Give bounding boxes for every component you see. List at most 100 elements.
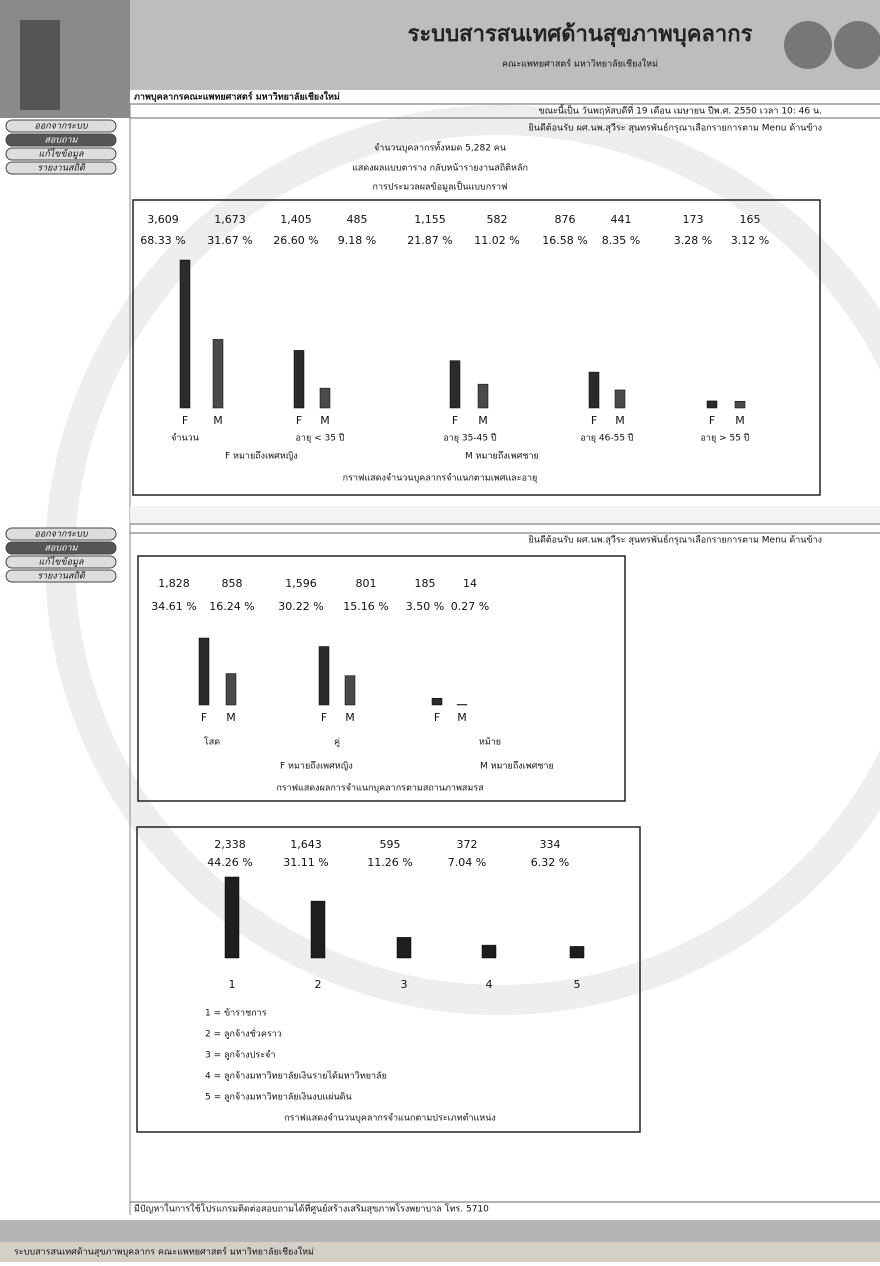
category-label: 5	[574, 978, 581, 991]
category-label: 2	[315, 978, 322, 991]
scrollbar[interactable]	[0, 1220, 880, 1242]
menu-button[interactable]	[5, 161, 117, 175]
category-label: 1	[229, 978, 236, 991]
legend-item: 5 = ลูกจ้างมหาวิทยาลัยเงินงบแผ่นดิน	[205, 1092, 352, 1103]
bar	[614, 389, 626, 409]
percent-label: 6.32 %	[531, 856, 569, 869]
value-label: 2,338	[214, 838, 246, 851]
group-label: อายุ 35-45 ปี	[443, 433, 497, 444]
menu-button[interactable]	[5, 133, 117, 147]
bar	[706, 400, 718, 409]
value-label: 1,155	[414, 213, 446, 226]
sex-label: M	[213, 414, 223, 427]
value-label: 334	[540, 838, 561, 851]
value-label: 595	[380, 838, 401, 851]
bar	[225, 673, 237, 706]
menu-label[interactable]: ออกจากระบบ	[34, 122, 88, 132]
menu-label[interactable]: แก้ไขข้อมูล	[39, 556, 84, 568]
legend-item: F หมายถึงเพศหญิง	[225, 451, 298, 462]
welcome: ยินดีต้อนรับ ผศ.นพ.สุวีระ สุนทรพันธ์กรุณ…	[529, 122, 822, 134]
group-label: อายุ 46-55 ปี	[580, 433, 634, 444]
contact: มีปัญหาในการใช้โปรแกรมติดต่อสอบถามได้ที่…	[134, 1202, 489, 1215]
percent-label: 15.16 %	[343, 600, 388, 613]
legend-item: M หมายถึงเพศชาย	[465, 451, 539, 462]
bar	[456, 704, 468, 706]
status-bar	[0, 1242, 880, 1262]
emblem	[784, 21, 832, 69]
percent-label: 3.12 %	[731, 234, 769, 247]
percent-label: 11.02 %	[474, 234, 519, 247]
legend-item: M หมายถึงเพศชาย	[480, 761, 554, 772]
bar	[477, 383, 489, 409]
legend-item: 1 = ข้าราชการ	[205, 1008, 267, 1019]
value-label: 801	[356, 577, 377, 590]
menu-label[interactable]: สอบถาม	[44, 544, 78, 554]
percent-label: 11.26 %	[367, 856, 412, 869]
percent-label: 16.24 %	[209, 600, 254, 613]
menu-label[interactable]: รายงานสถิติ	[37, 571, 86, 582]
group-label: หม้าย	[479, 737, 501, 748]
value-label: 441	[611, 213, 632, 226]
sex-label: F	[452, 414, 458, 427]
bar	[318, 646, 330, 706]
percent-label: 3.28 %	[674, 234, 712, 247]
bar	[212, 339, 224, 409]
value-label: 485	[347, 213, 368, 226]
percent-label: 68.33 %	[140, 234, 185, 247]
chart-frame	[132, 199, 821, 496]
category-label: 3	[401, 978, 408, 991]
sex-label: M	[226, 711, 236, 724]
banner-title: ระบบสารสนเทศด้านสุขภาพบุคลากร	[408, 22, 753, 48]
group-label: อายุ < 35 ปี	[295, 433, 344, 444]
bar	[569, 946, 585, 959]
sex-label: F	[591, 414, 597, 427]
value-label: 876	[555, 213, 576, 226]
legend-item: 2 = ลูกจ้างชั่วคราว	[205, 1027, 282, 1040]
percent-label: 9.18 %	[338, 234, 376, 247]
bar	[431, 697, 443, 706]
sex-label: M	[457, 711, 467, 724]
menu-label[interactable]: แก้ไขข้อมูล	[39, 148, 84, 160]
status-text: ระบบสารสนเทศด้านสุขภาพบุคลากร คณะแพทยศาส…	[14, 1246, 314, 1258]
group-label: จำนวน	[171, 433, 199, 444]
menu-button[interactable]	[5, 555, 117, 569]
bar	[224, 876, 240, 959]
menu-button[interactable]	[5, 541, 117, 555]
table-link[interactable]: แสดงผลแบบตาราง กลับหน้ารายงานสถิติหลัก	[352, 163, 528, 174]
breadcrumb: ภาพบุคลากรคณะแพทยศาสตร์ มหาวิทยาลัยเชียง…	[134, 91, 340, 103]
value-label: 1,643	[290, 838, 322, 851]
percent-label: 30.22 %	[278, 600, 323, 613]
menu-button[interactable]	[5, 569, 117, 583]
menu-button[interactable]	[5, 147, 117, 161]
logo-building	[20, 20, 60, 110]
percent-label: 7.04 %	[448, 856, 486, 869]
sex-label: M	[735, 414, 745, 427]
group-label: อายุ > 55 ปี	[700, 433, 749, 444]
bar	[310, 900, 326, 959]
menu-button[interactable]	[5, 527, 117, 541]
sex-label: F	[434, 711, 440, 724]
percent-label: 0.27 %	[451, 600, 489, 613]
menu-label[interactable]: ออกจากระบบ	[34, 530, 88, 540]
bar	[481, 944, 497, 959]
percent-label: 26.60 %	[273, 234, 318, 247]
menu-label[interactable]: สอบถาม	[44, 136, 78, 146]
bar	[293, 350, 305, 409]
menu-button[interactable]	[5, 119, 117, 133]
sex-label: F	[709, 414, 715, 427]
banner	[130, 0, 880, 90]
sex-label: M	[320, 414, 330, 427]
value-label: 173	[683, 213, 704, 226]
sex-label: M	[478, 414, 488, 427]
menu-label[interactable]: รายงานสถิติ	[37, 163, 86, 174]
legend-item: 4 = ลูกจ้างมหาวิทยาลัยเงินรายได้มหาวิทยา…	[205, 1071, 387, 1082]
logo	[0, 0, 130, 118]
percent-label: 3.50 %	[406, 600, 444, 613]
bar	[449, 360, 461, 409]
sex-label: F	[201, 711, 207, 724]
sex-label: M	[345, 711, 355, 724]
sex-label: F	[321, 711, 327, 724]
value-label: 1,673	[214, 213, 246, 226]
